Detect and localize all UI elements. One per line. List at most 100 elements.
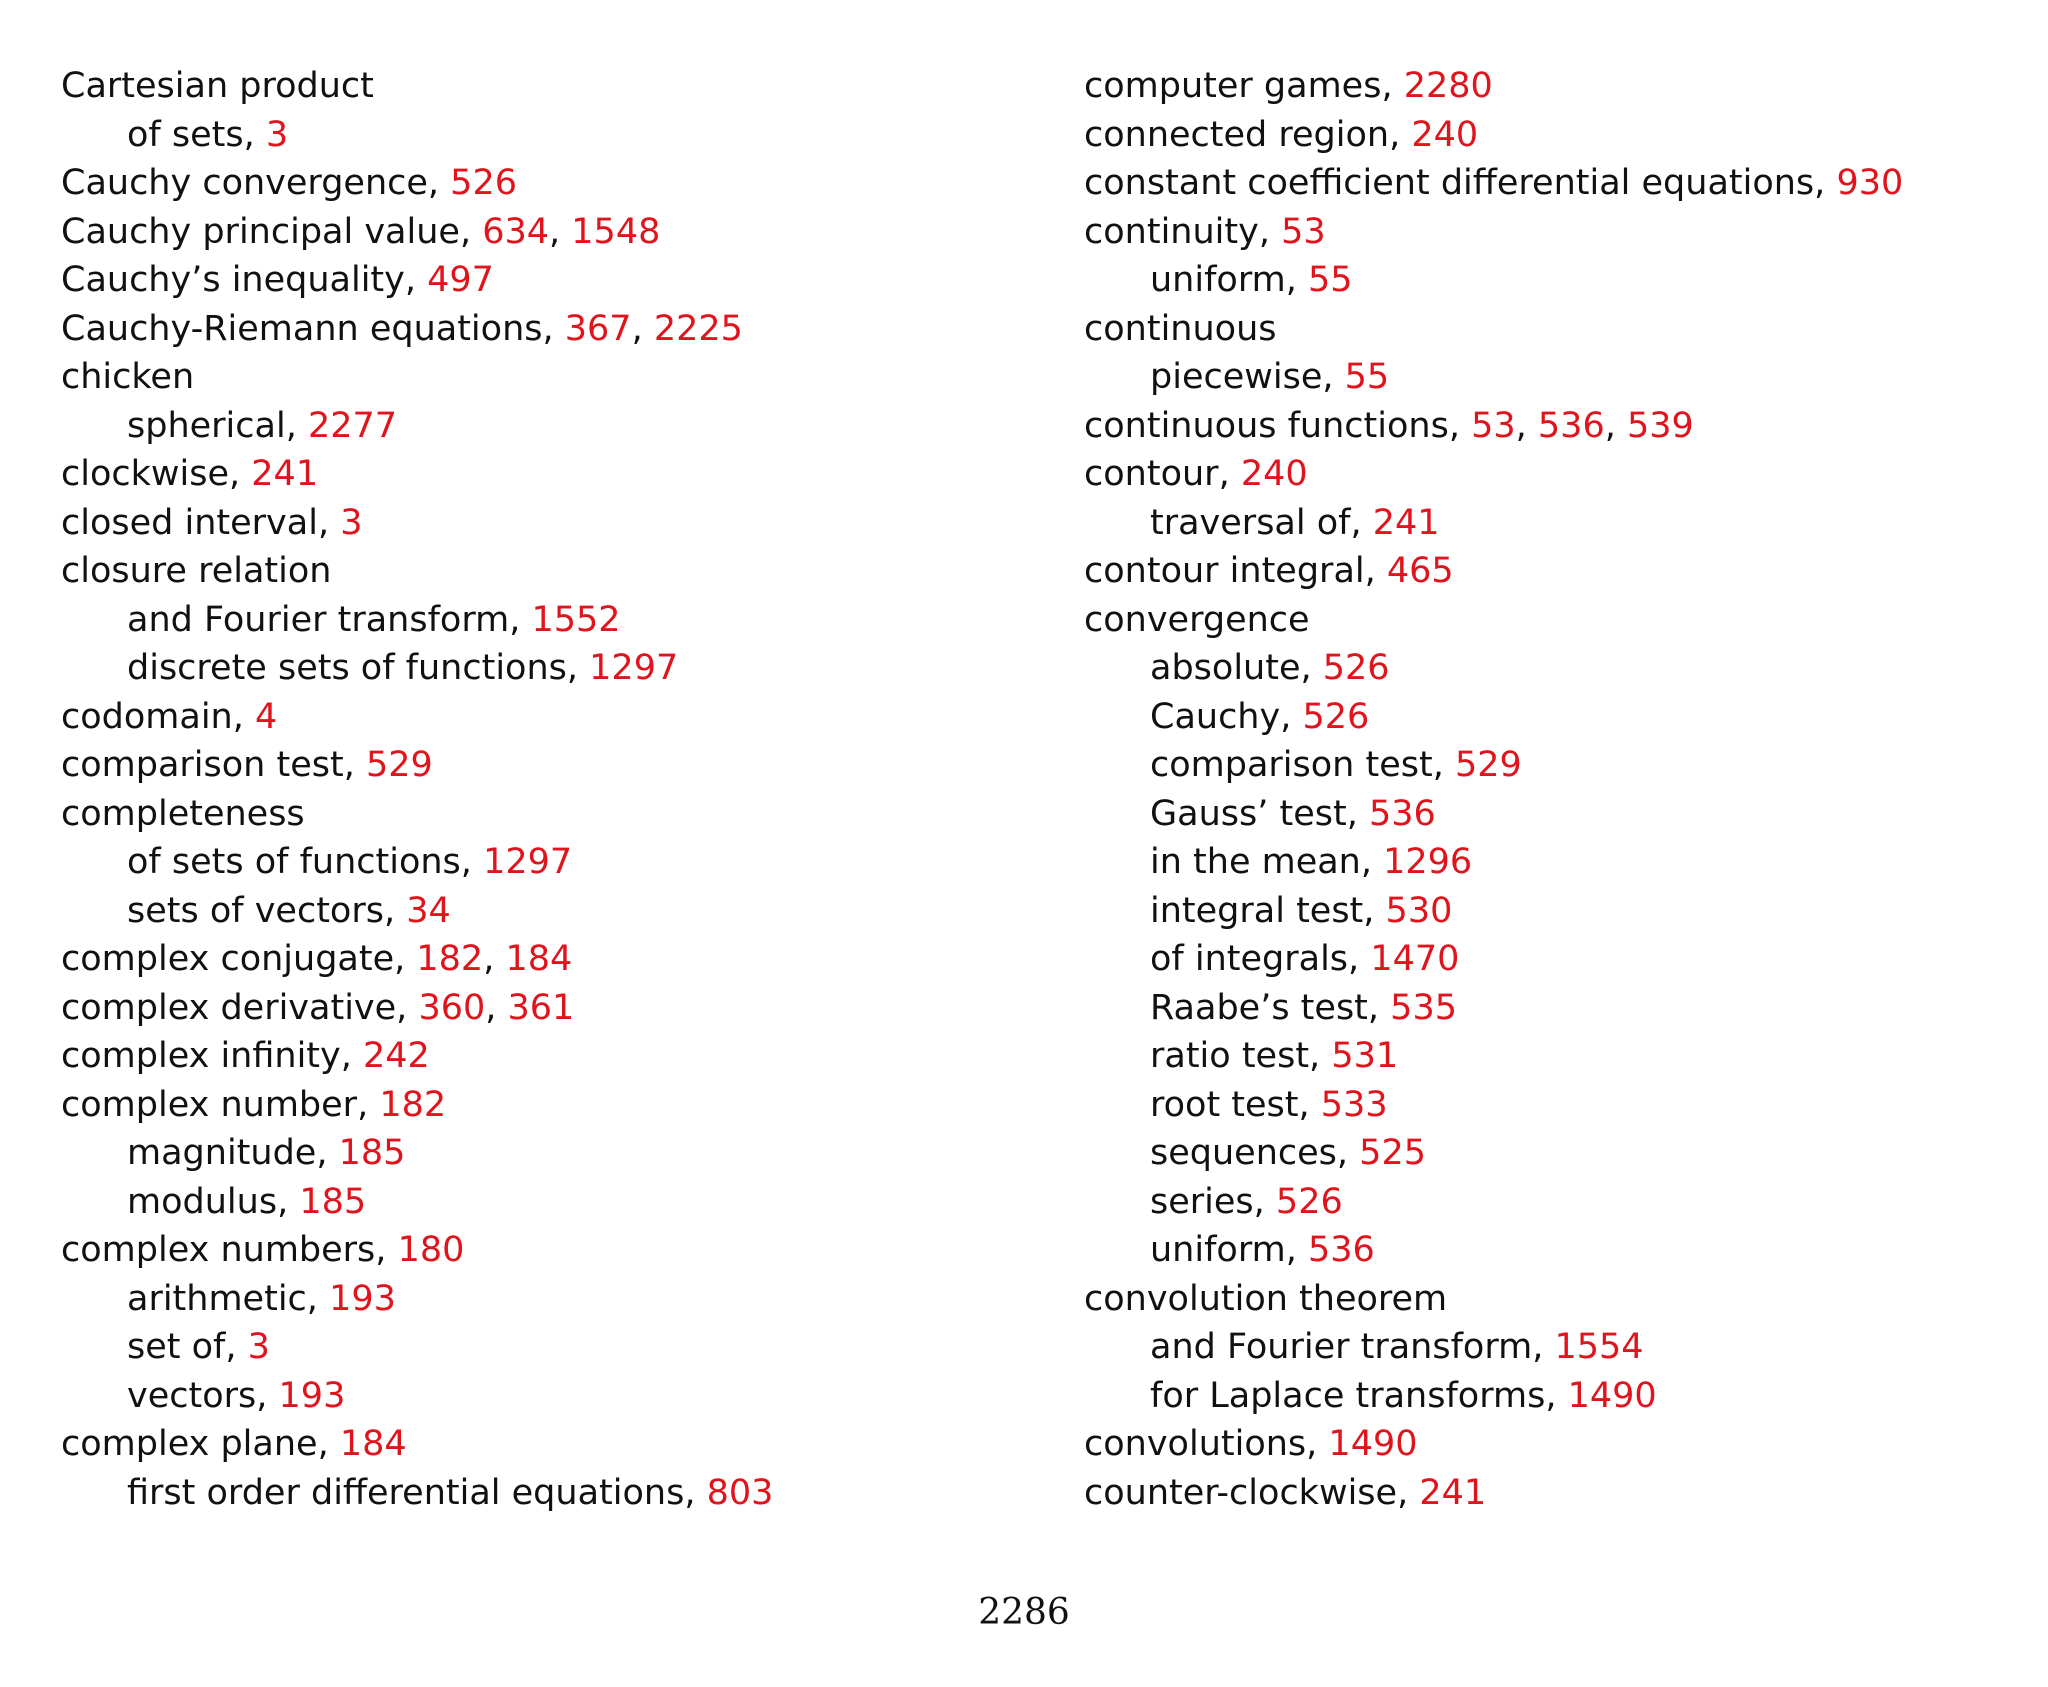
separator: , bbox=[1258, 211, 1282, 252]
page-ref-link[interactable]: 497 bbox=[427, 260, 494, 300]
page-ref-link[interactable]: 1297 bbox=[589, 648, 679, 688]
page-ref-link[interactable]: 1490 bbox=[1328, 1424, 1418, 1464]
page-ref-link[interactable]: 1548 bbox=[571, 211, 661, 252]
index-entry: Cauchy-Riemann equations, 367, 2225 bbox=[61, 305, 1041, 354]
page-ref-link[interactable]: 4 bbox=[255, 696, 278, 737]
page-ref-link[interactable]: 55 bbox=[1307, 260, 1353, 300]
index-subentry: uniform, 55 bbox=[1084, 256, 2034, 305]
separator: , bbox=[684, 1472, 707, 1513]
separator: , bbox=[1336, 1133, 1360, 1173]
separator: , bbox=[483, 939, 506, 979]
page-ref-link[interactable]: 526 bbox=[1302, 696, 1370, 737]
page-ref-link[interactable]: 1296 bbox=[1383, 842, 1473, 882]
index-entry: continuous bbox=[1084, 305, 2034, 354]
separator: , bbox=[1253, 1181, 1276, 1222]
page-ref-link[interactable]: 1552 bbox=[531, 599, 621, 640]
index-entry: Cauchy’s inequality, 497 bbox=[61, 256, 1041, 305]
index-term: first order differential equations bbox=[127, 1472, 685, 1513]
index-term: completeness bbox=[61, 793, 305, 834]
page-ref-link[interactable]: 241 bbox=[1419, 1472, 1487, 1513]
page-ref-link[interactable]: 240 bbox=[1240, 454, 1308, 494]
separator: , bbox=[1348, 939, 1371, 979]
page-ref-link[interactable]: 525 bbox=[1359, 1133, 1426, 1173]
page-ref-link[interactable]: 3 bbox=[265, 114, 289, 155]
index-subentry: of sets, 3 bbox=[61, 111, 1041, 160]
page-ref-link[interactable]: 536 bbox=[1368, 793, 1436, 834]
index-entry: closed interval, 3 bbox=[61, 499, 1041, 548]
page-ref-link[interactable]: 53 bbox=[1281, 211, 1326, 252]
page-ref-link[interactable]: 2225 bbox=[653, 308, 743, 349]
page-ref-link[interactable]: 539 bbox=[1626, 405, 1694, 446]
index-term: complex numbers bbox=[61, 1230, 376, 1270]
separator: , bbox=[1322, 357, 1345, 397]
index-entry: Cauchy convergence, 526 bbox=[61, 159, 1041, 208]
page-ref-link[interactable]: 2280 bbox=[1403, 66, 1493, 106]
page-ref-link[interactable]: 803 bbox=[706, 1472, 774, 1513]
index-subentry: root test, 533 bbox=[1084, 1081, 2034, 1130]
page-ref-link[interactable]: 182 bbox=[416, 939, 484, 979]
page-ref-link[interactable]: 3 bbox=[247, 1327, 270, 1367]
page-ref-link[interactable]: 184 bbox=[505, 939, 573, 979]
page-ref-link[interactable]: 529 bbox=[1454, 745, 1522, 785]
page-ref-link[interactable]: 526 bbox=[1322, 648, 1390, 688]
page-ref-link[interactable]: 1554 bbox=[1554, 1327, 1644, 1367]
page-ref-link[interactable]: 526 bbox=[450, 163, 517, 203]
page-ref-link[interactable]: 55 bbox=[1344, 357, 1390, 397]
page-ref-link[interactable]: 531 bbox=[1331, 1036, 1399, 1076]
page-ref-link[interactable]: 184 bbox=[339, 1424, 407, 1464]
index-term: continuous bbox=[1084, 308, 1277, 349]
index-entry: continuity, 53 bbox=[1084, 208, 2034, 257]
page-ref-link[interactable]: 193 bbox=[278, 1375, 346, 1416]
page-ref-link[interactable]: 465 bbox=[1386, 551, 1454, 591]
page-ref-link[interactable]: 240 bbox=[1411, 114, 1479, 155]
index-entry: convolutions, 1490 bbox=[1084, 1420, 2034, 1469]
page-ref-link[interactable]: 3 bbox=[340, 502, 363, 543]
index-entry: counter-clockwise, 241 bbox=[1084, 1469, 2034, 1518]
index-term: Cauchy’s inequality bbox=[61, 260, 405, 300]
index-term: in the mean bbox=[1150, 842, 1361, 882]
page-ref-link[interactable]: 1490 bbox=[1567, 1375, 1657, 1416]
index-entry: complex infinity, 242 bbox=[61, 1032, 1041, 1081]
index-term: and Fourier transform bbox=[1150, 1327, 1533, 1367]
page-ref-link[interactable]: 536 bbox=[1537, 405, 1605, 446]
index-entry: continuous functions, 53, 536, 539 bbox=[1084, 402, 2034, 451]
index-subentry: traversal of, 241 bbox=[1084, 499, 2034, 548]
page-ref-link[interactable]: 367 bbox=[564, 308, 632, 349]
page-ref-link[interactable]: 361 bbox=[507, 987, 575, 1028]
page-ref-link[interactable]: 1297 bbox=[483, 842, 573, 882]
page-ref-link[interactable]: 53 bbox=[1471, 405, 1516, 446]
page-ref-link[interactable]: 930 bbox=[1836, 163, 1904, 203]
page-ref-link[interactable]: 530 bbox=[1385, 890, 1453, 931]
index-entry: contour, 240 bbox=[1084, 450, 2034, 499]
index-subentry: ratio test, 531 bbox=[1084, 1032, 2034, 1081]
page-ref-link[interactable]: 535 bbox=[1390, 987, 1457, 1028]
index-subentry: comparison test, 529 bbox=[1084, 741, 2034, 790]
page-ref-link[interactable]: 634 bbox=[482, 211, 550, 252]
page-ref-link[interactable]: 360 bbox=[418, 987, 486, 1028]
separator: , bbox=[1515, 405, 1538, 446]
page-ref-link[interactable]: 1470 bbox=[1370, 939, 1460, 979]
index-term: sets of vectors bbox=[127, 890, 384, 931]
separator: , bbox=[1532, 1327, 1555, 1367]
page-ref-link[interactable]: 241 bbox=[251, 454, 319, 494]
page-ref-link[interactable]: 241 bbox=[1372, 502, 1440, 543]
page-ref-link[interactable]: 193 bbox=[329, 1278, 396, 1319]
separator: , bbox=[631, 308, 654, 349]
separator: , bbox=[404, 260, 428, 300]
page-ref-link[interactable]: 529 bbox=[365, 745, 433, 785]
page-ref-link[interactable]: 526 bbox=[1275, 1181, 1343, 1222]
separator: , bbox=[394, 939, 417, 979]
index-term: Cauchy bbox=[1150, 696, 1281, 737]
page-ref-link[interactable]: 182 bbox=[379, 1084, 447, 1125]
page-ref-link[interactable]: 242 bbox=[363, 1036, 430, 1076]
index-subentry: sets of vectors, 34 bbox=[61, 887, 1041, 936]
separator: , bbox=[1306, 1424, 1329, 1464]
page-ref-link[interactable]: 185 bbox=[338, 1133, 406, 1173]
page-ref-link[interactable]: 533 bbox=[1320, 1084, 1388, 1125]
page-ref-link[interactable]: 180 bbox=[397, 1230, 465, 1270]
page-ref-link[interactable]: 185 bbox=[299, 1181, 367, 1222]
page-ref-link[interactable]: 2277 bbox=[307, 405, 398, 446]
page-ref-link[interactable]: 34 bbox=[406, 890, 451, 931]
separator: , bbox=[316, 1133, 339, 1173]
page-ref-link[interactable]: 536 bbox=[1307, 1230, 1375, 1270]
